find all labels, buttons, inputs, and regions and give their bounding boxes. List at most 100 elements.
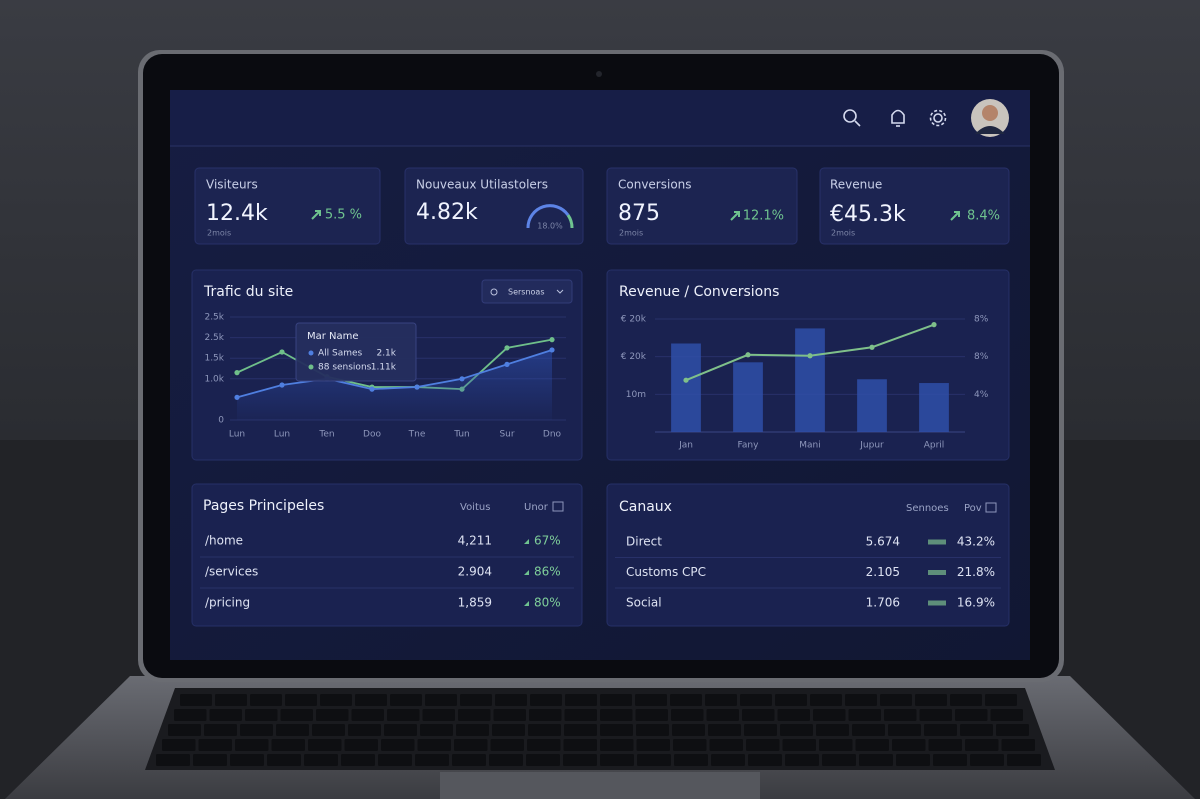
channel-share: 21.8% [957,565,995,579]
key [813,709,846,721]
kpi-note: 2mois [619,229,643,238]
series-line [236,349,553,399]
key [855,739,889,751]
dropdown[interactable]: Sersnoas [481,279,573,304]
x-tick-label: Fany [738,441,760,451]
y-tick-label: € 20k [621,315,647,325]
kpi-card: Conversions 875 12.1% 2mois [606,167,798,245]
key [563,739,597,751]
key [744,724,777,736]
x-tick-label: Ten [318,430,334,440]
legend-dot [308,350,314,356]
key [245,709,278,721]
key [816,724,849,736]
data-point [869,344,875,350]
panel-title: Pages Principeles [203,498,324,514]
key [985,694,1017,706]
key [600,694,632,706]
key [493,709,526,721]
key [636,724,669,736]
page-visits: 2.904 [458,565,492,579]
key [960,724,993,736]
key [456,724,489,736]
key [880,694,912,706]
key [705,694,737,706]
key [240,724,273,736]
tooltip [295,322,417,382]
key [198,739,232,751]
bar [733,362,763,432]
key [267,754,301,766]
channel-name: Direct [626,535,662,549]
key [600,754,634,766]
y-tick-label: 1.0k [204,374,224,384]
search-icon[interactable] [843,109,861,127]
channel-sessions: 1.706 [866,596,900,610]
x-tick-label: Tne [408,430,426,440]
column-header: Pov [964,503,982,514]
x-tick-label: April [924,441,945,451]
tooltip-value: 2.1k [376,349,396,359]
bar [795,328,825,432]
kpi-value: 875 [618,201,660,226]
key [312,724,345,736]
camera [596,71,602,77]
legend-dot [308,364,314,370]
key [280,709,313,721]
key [1007,754,1041,766]
y-tick-label: € 20k [621,352,647,362]
key [706,709,739,721]
key [933,754,967,766]
key [919,709,952,721]
page-visits: 1,859 [458,596,492,610]
key [527,739,561,751]
key [859,754,893,766]
key [180,694,212,706]
settings-icon[interactable] [929,109,947,127]
key [955,709,988,721]
key [888,724,921,736]
key [390,694,422,706]
channel-sessions: 5.674 [866,535,900,549]
y-tick-label: 10m [626,390,646,400]
key [308,739,342,751]
key [381,739,415,751]
bell-icon[interactable] [891,109,905,127]
sort-icon[interactable] [985,502,997,513]
key [674,754,708,766]
data-point [234,394,240,400]
trackpad [440,772,760,799]
key [204,724,237,736]
page-path: /home [205,534,243,548]
key [417,739,451,751]
sort-icon[interactable] [552,501,564,512]
channel-share: 43.2% [957,535,995,549]
gauge-fill [526,204,570,229]
column-header: Voitus [460,502,490,513]
x-tick-label: Lun [229,430,245,440]
key [884,709,917,721]
key [600,724,633,736]
key [965,739,999,751]
trend-arrow [524,601,529,606]
gauge-end [566,214,574,229]
avatar[interactable] [971,99,1009,137]
key [672,724,705,736]
data-point [504,361,510,367]
key [250,694,282,706]
key [489,754,523,766]
kpi-change: 8.4% [967,209,1000,224]
key [810,694,842,706]
key [845,694,877,706]
x-tick-label: Tun [453,430,470,440]
kpi-value: 4.82k [416,200,478,225]
key [996,724,1029,736]
channel-bar [928,570,946,575]
key [168,724,201,736]
data-point [414,384,420,390]
key [425,694,457,706]
x-tick-label: Dno [543,430,562,440]
key [351,709,384,721]
